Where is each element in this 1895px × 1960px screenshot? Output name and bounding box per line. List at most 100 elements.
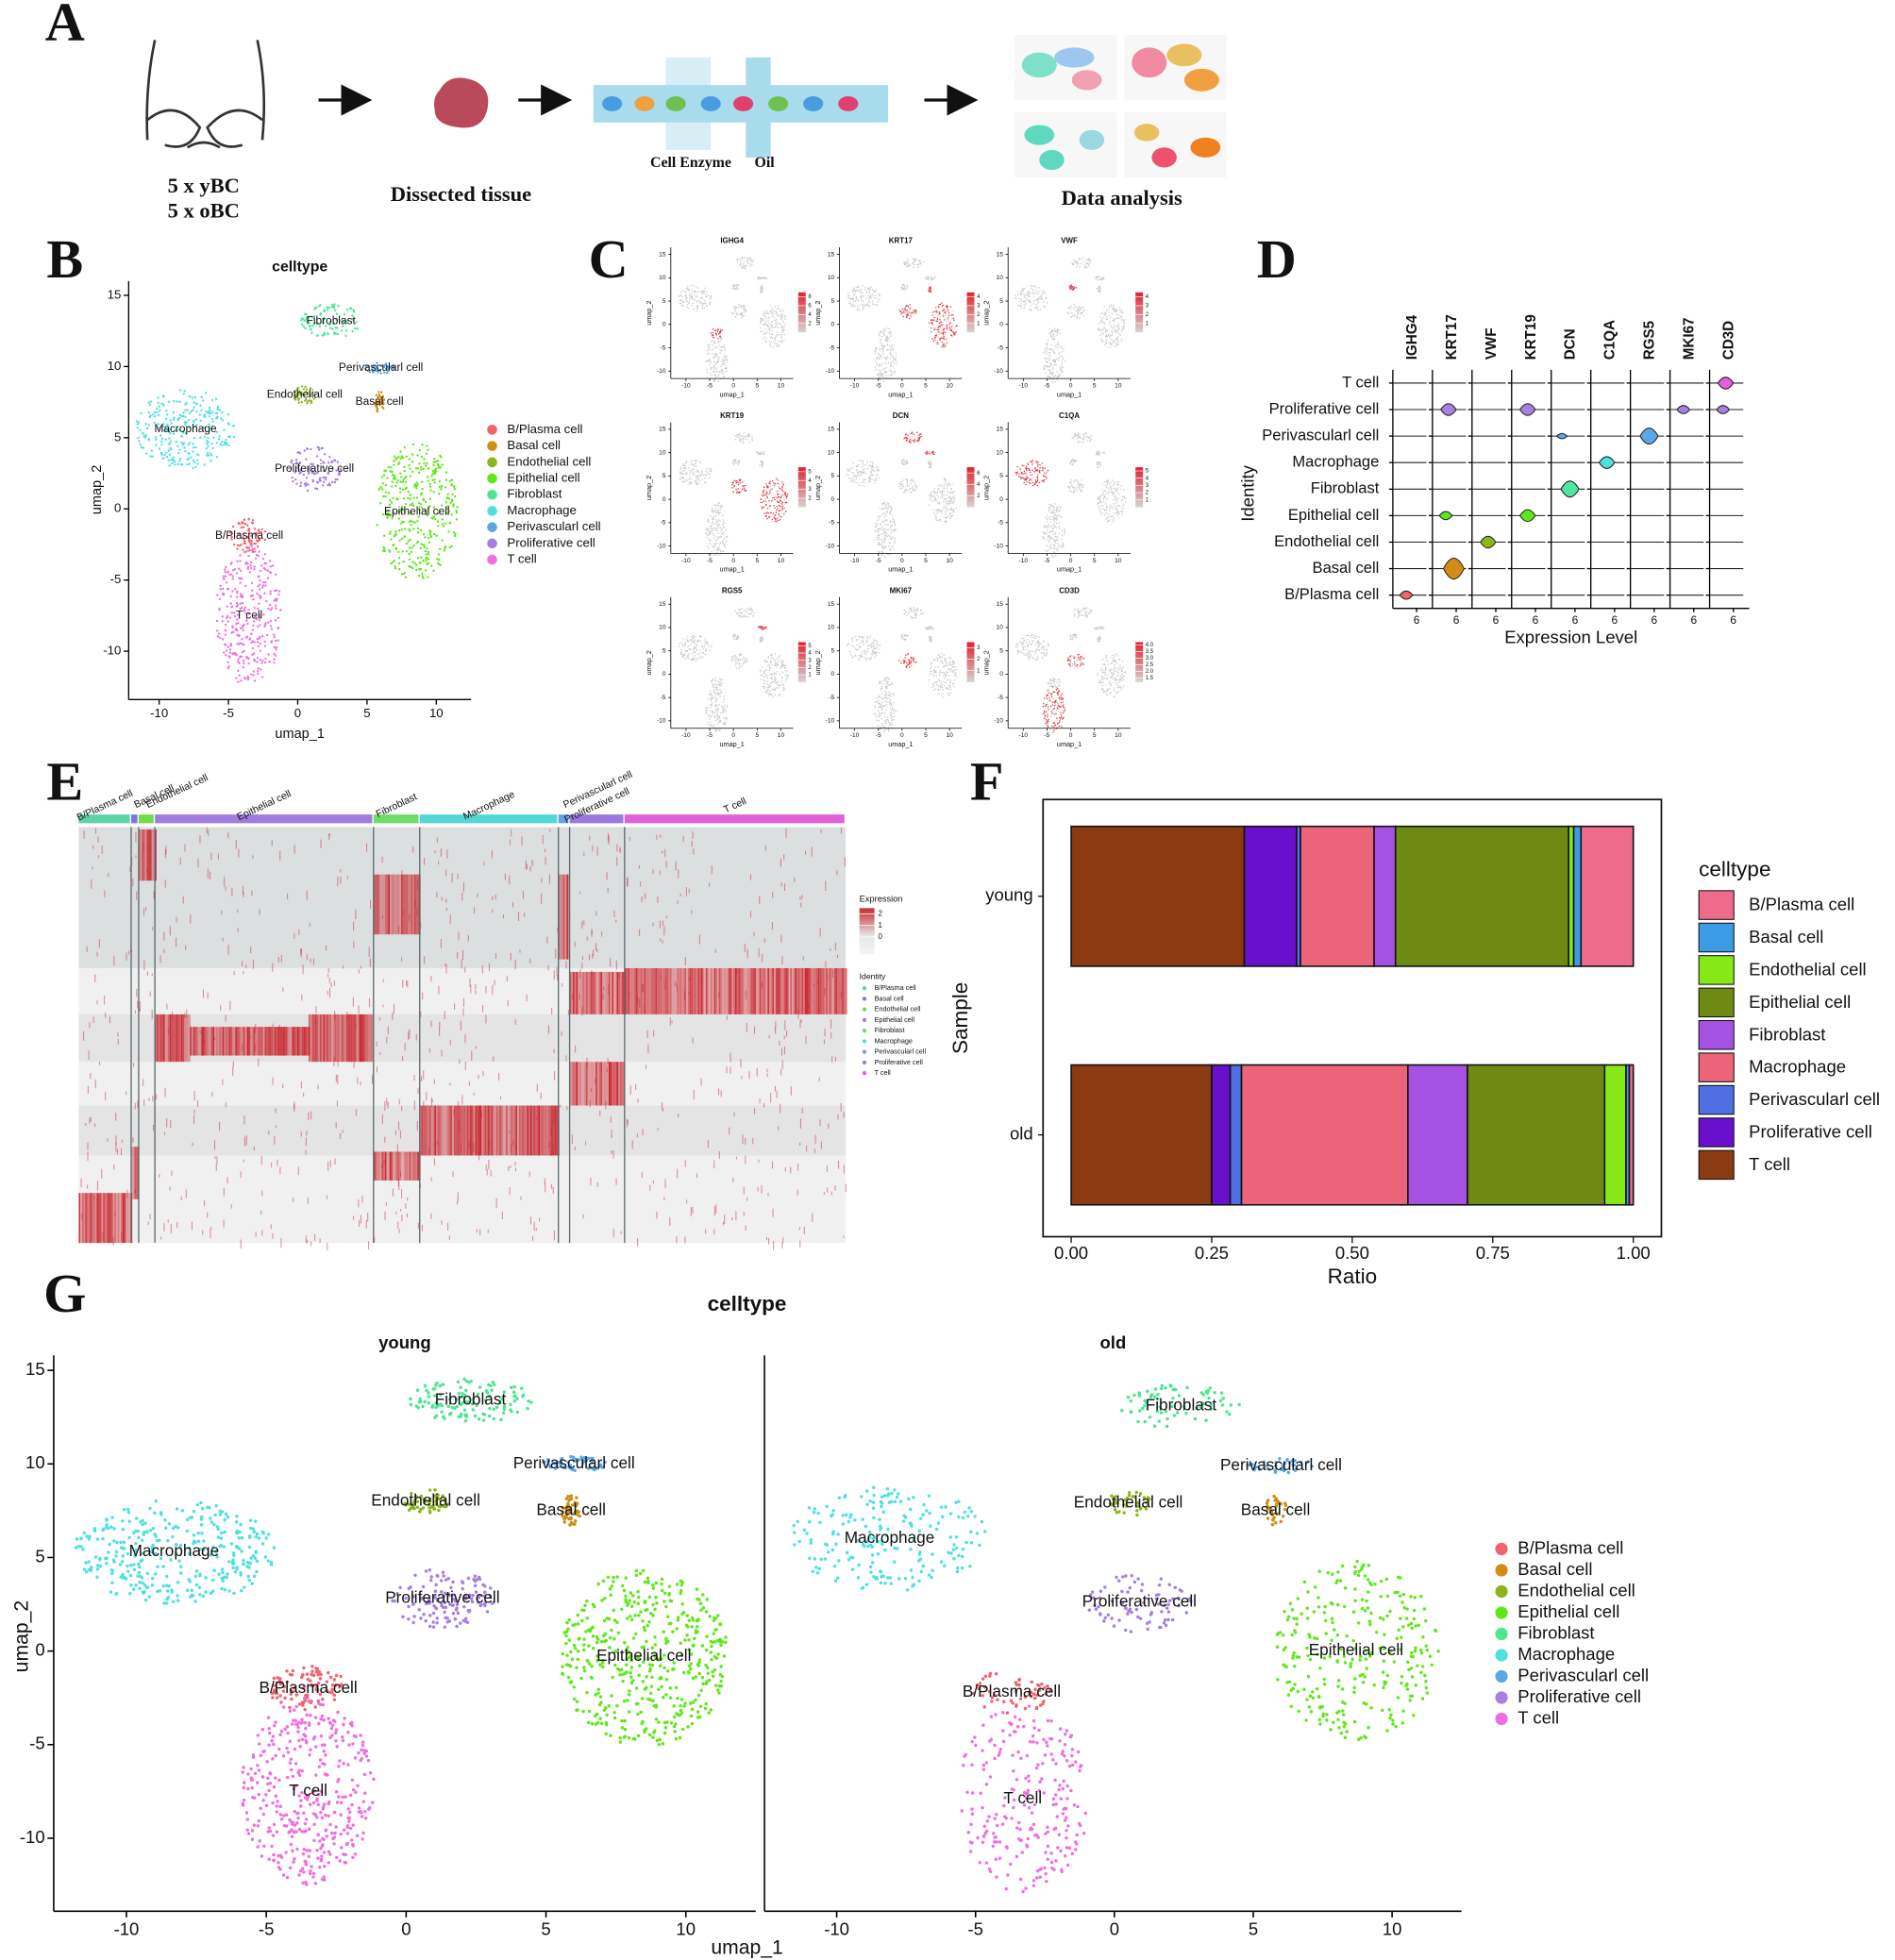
cell [1045,343,1048,345]
cell [851,477,854,479]
cell [1115,489,1117,491]
cell [706,290,708,293]
cell [878,298,880,301]
cell [239,569,243,572]
cell [200,409,203,411]
cell [397,550,400,554]
cell [223,568,226,571]
cell [721,364,723,366]
cell [704,481,706,484]
cell [727,539,729,542]
cell [399,491,402,494]
cell [1056,508,1059,510]
cell [200,395,203,399]
cell [760,501,762,504]
cell [698,290,700,293]
cell [161,437,164,441]
cell [1114,342,1115,343]
cell [236,560,239,563]
cell [765,324,767,326]
cell [938,501,941,504]
cell [872,294,875,297]
cell [259,569,262,573]
cell [856,286,858,289]
cell [263,640,266,643]
cell [1121,495,1124,498]
cell [950,334,953,337]
cell [438,479,442,483]
cell [136,423,140,426]
cell [878,536,880,539]
cell [386,370,390,373]
cell [917,440,919,442]
cell [226,614,229,618]
cell [176,462,180,466]
cell [324,325,327,327]
cell [686,300,689,302]
cell [1076,310,1079,313]
cell [934,336,936,339]
cell [138,421,141,424]
cell [311,480,315,483]
cell [257,585,260,588]
cell [188,462,192,465]
cell [240,526,243,529]
cell [216,407,219,410]
cell [876,304,878,307]
cell [242,627,244,629]
cell [183,446,186,449]
cell [736,260,739,262]
cell [884,530,886,533]
cell [888,542,891,544]
cell [737,483,740,486]
cell [773,346,775,348]
cell [855,295,857,298]
cell [1053,335,1056,338]
cell [738,461,740,464]
cell [1082,307,1084,309]
cell [880,347,882,350]
cell [1073,315,1075,317]
y-tick-label: -10 [103,644,121,658]
cell [450,483,453,486]
cell [275,645,278,649]
cell [410,524,412,527]
cell [333,459,337,462]
cell [872,465,874,468]
cell [415,496,419,499]
cell [705,295,707,298]
cell [1124,319,1126,321]
cell [147,424,151,427]
cell [889,345,891,347]
cell [1100,338,1102,341]
cell [911,432,914,434]
cell [686,285,689,288]
cell [333,480,337,484]
y-tick-label: 5 [999,298,1003,305]
cell [190,456,193,459]
cell [389,532,392,535]
cell [1028,309,1031,310]
cell [245,617,248,620]
cell [204,392,208,394]
cell [946,306,948,309]
cell [881,527,883,528]
cell [743,431,746,434]
cell [343,313,346,316]
x-axis-label: umap_1 [720,390,745,398]
cell [763,451,765,453]
cell [759,464,762,467]
cell [176,418,180,422]
cell [762,451,763,453]
cell [1087,262,1089,265]
cell [772,512,775,515]
cell [1098,328,1100,331]
cell [271,564,275,567]
cell [853,293,855,296]
cell [877,529,879,531]
cell [214,397,218,401]
cell [1101,319,1103,321]
cell [420,543,423,545]
cell [1077,262,1080,264]
cell [246,535,249,539]
